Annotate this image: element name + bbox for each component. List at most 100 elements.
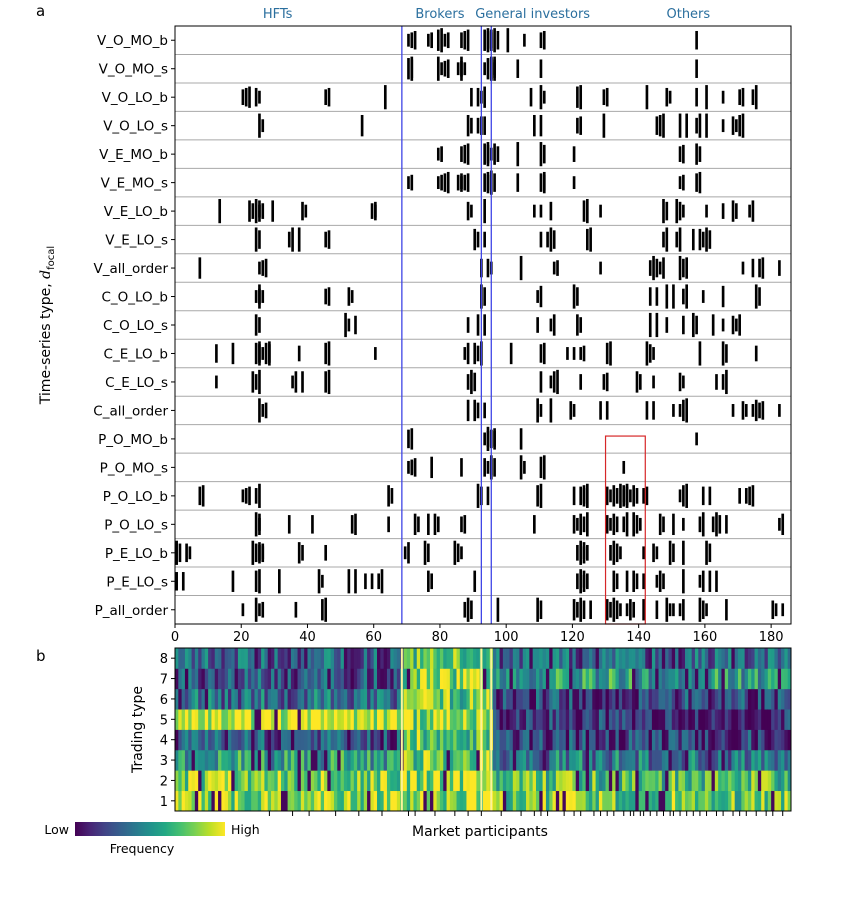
frequency-cell xyxy=(300,790,305,812)
frequency-cell xyxy=(671,729,676,751)
frequency-cell xyxy=(552,709,557,730)
frequency-cell xyxy=(771,668,775,690)
frequency-cell xyxy=(300,688,305,710)
frequency-cell xyxy=(555,770,560,792)
frequency-cell xyxy=(572,709,577,730)
activity-mark xyxy=(430,32,433,49)
frequency-cell xyxy=(754,770,759,792)
frequency-cell xyxy=(585,688,590,710)
frequency-cell xyxy=(211,648,216,669)
frequency-cell xyxy=(360,749,365,771)
frequency-cell xyxy=(254,749,259,771)
activity-mark xyxy=(463,30,467,50)
row-label: V_O_MO_b xyxy=(97,33,168,49)
frequency-cell xyxy=(175,749,179,771)
frequency-cell xyxy=(449,668,454,690)
frequency-cell xyxy=(367,749,371,771)
frequency-cell xyxy=(439,688,444,710)
frequency-cell xyxy=(221,770,226,792)
frequency-cell xyxy=(304,648,308,669)
frequency-cell xyxy=(535,688,540,710)
frequency-cell xyxy=(314,648,318,669)
activity-mark xyxy=(258,513,261,536)
frequency-cell xyxy=(181,648,186,669)
activity-mark xyxy=(572,284,576,309)
activity-mark xyxy=(178,543,182,563)
frequency-cell xyxy=(300,648,305,669)
frequency-cell xyxy=(502,648,507,669)
frequency-cell xyxy=(439,668,444,690)
activity-mark xyxy=(685,113,688,138)
activity-mark xyxy=(665,597,669,622)
frequency-cell xyxy=(330,729,335,751)
frequency-cell xyxy=(194,648,199,669)
frequency-cell xyxy=(413,648,418,669)
frequency-cell xyxy=(337,729,341,751)
frequency-cell xyxy=(320,790,325,812)
activity-mark xyxy=(658,513,662,536)
frequency-cell xyxy=(688,749,693,771)
frequency-cell xyxy=(549,770,553,792)
frequency-cell xyxy=(483,770,487,792)
frequency-cell xyxy=(522,688,527,710)
frequency-cell xyxy=(324,729,328,751)
frequency-cell xyxy=(218,688,222,710)
frequency-cell xyxy=(592,668,596,690)
frequency-cell xyxy=(386,688,391,710)
frequency-cell xyxy=(261,770,265,792)
activity-mark xyxy=(725,599,728,621)
frequency-cell xyxy=(552,688,557,710)
activity-mark xyxy=(758,287,761,306)
frequency-cell xyxy=(476,729,481,751)
frequency-cell xyxy=(711,648,716,669)
frequency-cell xyxy=(761,729,765,751)
frequency-cell xyxy=(555,688,560,710)
frequency-cell xyxy=(175,790,179,812)
frequency-cell xyxy=(304,770,308,792)
frequency-cell xyxy=(572,770,577,792)
frequency-cell xyxy=(340,709,345,730)
activity-mark xyxy=(533,204,536,218)
frequency-cell xyxy=(526,648,530,669)
activity-mark xyxy=(486,144,490,164)
frequency-cell xyxy=(612,749,616,771)
frequency-cell xyxy=(201,709,206,730)
frequency-cell xyxy=(658,668,663,690)
frequency-cell xyxy=(310,648,315,669)
frequency-cell xyxy=(747,790,752,812)
frequency-cell xyxy=(592,688,596,710)
frequency-cell xyxy=(641,648,646,669)
frequency-cell xyxy=(473,688,477,710)
activity-mark xyxy=(605,599,609,621)
activity-mark xyxy=(463,174,467,191)
activity-mark xyxy=(738,314,741,336)
frequency-cell xyxy=(595,688,600,710)
activity-mark xyxy=(258,200,261,222)
frequency-cell xyxy=(499,749,504,771)
activity-mark xyxy=(264,258,268,278)
frequency-cell xyxy=(701,688,706,710)
frequency-cell xyxy=(701,790,706,812)
activity-mark xyxy=(695,315,698,335)
frequency-cell xyxy=(194,749,199,771)
frequency-cell xyxy=(443,709,447,730)
frequency-cell xyxy=(698,668,702,690)
colorbar-title: Frequency xyxy=(110,841,175,856)
frequency-cell xyxy=(509,648,514,669)
frequency-cell xyxy=(612,668,616,690)
frequency-cell xyxy=(731,709,736,730)
frequency-cell xyxy=(668,770,673,792)
activity-mark xyxy=(443,60,447,77)
activity-mark xyxy=(539,483,543,508)
frequency-cell xyxy=(353,648,358,669)
activity-mark xyxy=(589,600,592,620)
frequency-cell xyxy=(575,749,580,771)
frequency-cell xyxy=(237,729,242,751)
frequency-cell xyxy=(284,770,288,792)
frequency-cell xyxy=(383,770,388,792)
activity-mark xyxy=(741,261,745,275)
frequency-cell xyxy=(244,790,249,812)
frequency-cell xyxy=(575,770,580,792)
frequency-cell xyxy=(420,688,424,710)
frequency-cell xyxy=(370,688,375,710)
